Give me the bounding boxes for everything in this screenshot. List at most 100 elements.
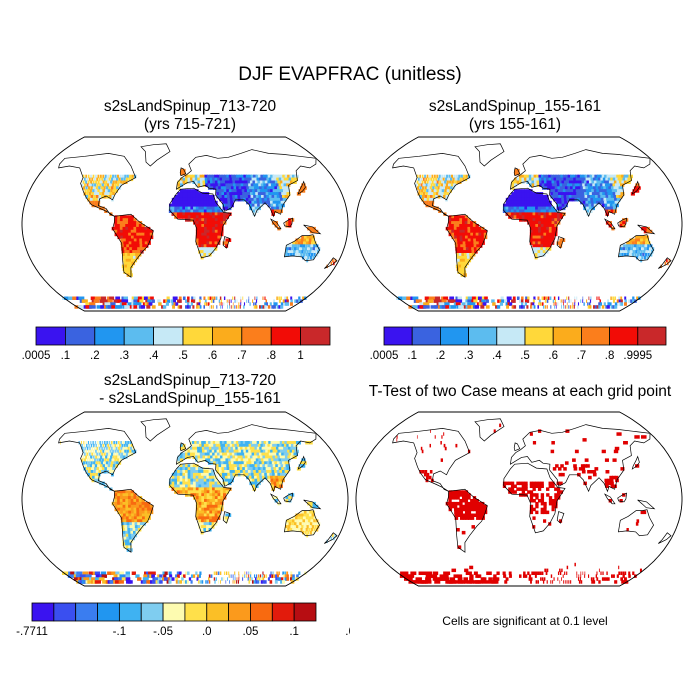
map-grid-cell [549,186,554,190]
map-grid-cell [92,464,95,468]
map-grid-cell [234,180,239,184]
map-grid-cell [215,296,218,300]
map-grid-cell [227,302,228,306]
map-grid-cell [98,470,102,474]
map-grid-cell [265,458,270,462]
map-grid-cell [213,577,216,581]
map-grid-cell [561,568,563,573]
map-grid-cell [587,183,592,187]
map-grid-cell [467,513,472,517]
map-grid-cell [187,481,191,486]
map-grid-cell [601,189,606,193]
map-grid-cell [632,296,635,300]
map-grid-cell [190,472,194,477]
map-grid-cell [267,174,272,179]
map-grid-cell [470,232,474,237]
map-grid-cell [280,446,286,451]
map-grid-cell [246,299,248,303]
map-grid-cell [254,475,258,480]
map-grid-cell [139,510,143,515]
map-grid-cell [123,516,127,520]
map-grid-cell [208,577,210,581]
map-grid-cell [260,443,265,448]
map-grid-cell [192,189,197,193]
map-grid-cell [470,226,474,231]
map-grid-cell [258,183,263,187]
map-grid-cell [109,174,112,179]
map-grid-cell [540,212,544,216]
map-grid-cell [548,229,553,234]
map-grid-cell [563,302,564,306]
map-grid-cell [287,174,292,179]
map-grid-cell [122,224,126,228]
map-grid-cell [532,484,536,488]
map-grid-cell [243,197,247,202]
map-grid-cell [461,267,466,271]
colorbar-swatch [637,326,667,346]
map-grid-cell [272,200,277,205]
map-grid-cell [622,574,625,578]
colorbar-swatch [524,326,554,346]
map-grid-cell [441,189,445,193]
map-grid-cell [249,441,254,445]
map-grid-cell [204,226,208,231]
map-grid-cell [564,305,566,309]
map-grid-cell [256,446,261,451]
map-grid-cell [625,244,629,248]
map-grid-cell [532,203,536,208]
map-grid-cell [483,504,488,509]
map-grid-cell [198,299,201,303]
map-grid-cell [566,302,568,306]
map-grid-cell [249,455,254,459]
map-grid-cell [252,484,256,488]
map-grid-cell [200,195,205,199]
map-grid-cell [554,218,558,222]
map-grid-cell [417,183,421,187]
map-grid-cell [214,203,218,208]
map-grid-cell [241,189,246,193]
map-grid-cell [554,221,558,225]
map-grid-cell [639,244,642,248]
map-grid-cell [147,299,152,303]
map-grid-cell [212,229,216,234]
map-grid-cell [300,528,303,532]
map-grid-cell [551,218,555,222]
map-grid-cell [242,455,247,459]
map-grid-cell [511,180,515,184]
map-grid-cell [551,180,555,184]
map-grid-cell [138,226,143,231]
map-grid-cell [122,455,125,459]
colorbar-case2: .0005.1.2.3.4.5.6.7.8.9995 [370,326,667,362]
map-grid-cell [187,177,191,182]
map-grid-cell [177,197,181,202]
map-grid-cell [111,452,114,457]
map-grid-cell [244,192,249,196]
map-grid-cell [97,455,100,459]
map-grid-cell [214,209,219,213]
map-grid-cell [206,475,210,480]
map-grid-cell [216,305,218,309]
map-grid-cell [279,470,284,474]
map-grid-cell [527,215,531,219]
map-grid-cell [104,174,107,179]
map-grid-cell [264,296,266,300]
map-grid-cell [232,574,234,578]
map-grid-cell [255,449,260,454]
map-grid-cell [203,253,207,257]
map-grid-cell [448,499,452,503]
map-grid-cell [259,186,263,190]
map-grid-cell [448,501,452,506]
map-grid-cell [220,501,224,506]
map-grid-cell [599,299,602,303]
map-grid-cell [608,499,612,503]
coastline-greatbritain [179,442,187,452]
map-grid-cell [190,299,194,303]
map-grid-cell [108,195,112,199]
map-grid-cell [500,296,504,300]
map-grid-cell [255,443,260,448]
map-grid-cell [271,496,276,500]
map-grid-cell [430,183,433,187]
map-grid-cell [237,467,241,471]
map-grid-cell [537,197,541,202]
map-grid-cell [278,177,283,182]
